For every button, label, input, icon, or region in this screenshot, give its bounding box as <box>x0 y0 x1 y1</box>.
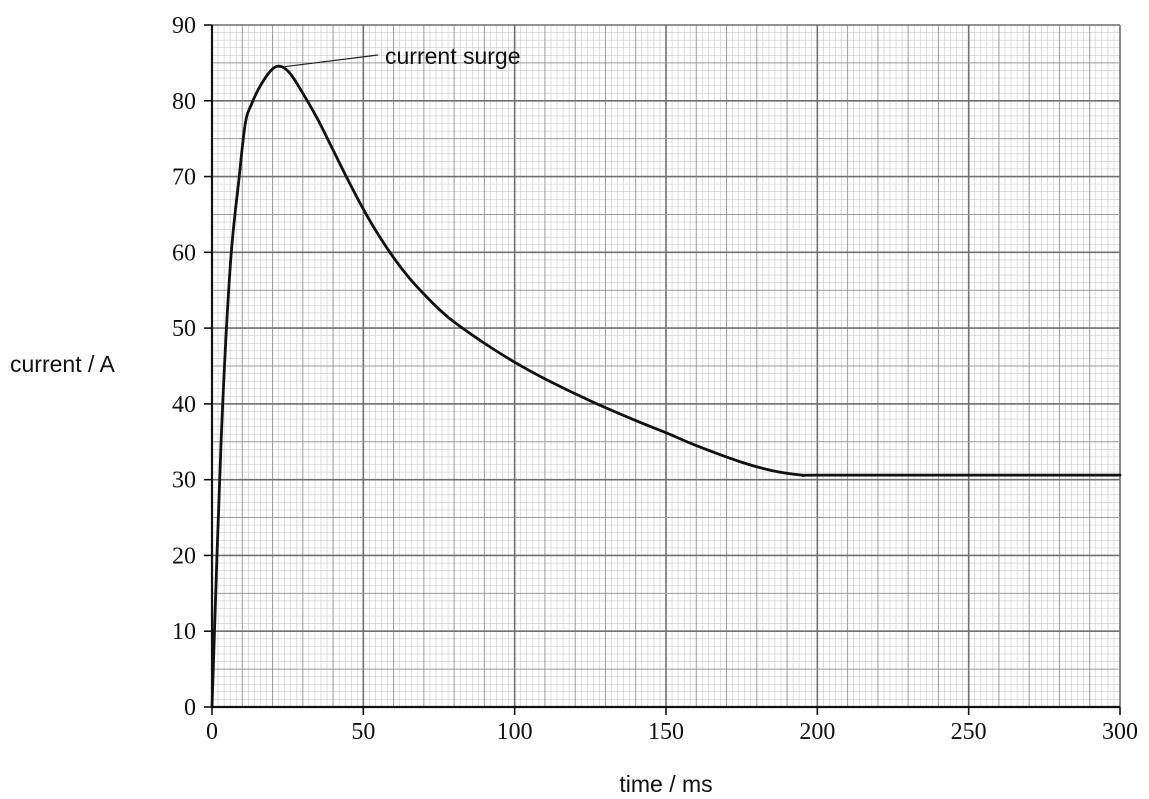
y-tick-label: 0 <box>184 695 196 721</box>
y-axis-label: current / A <box>10 351 115 377</box>
x-tick-label: 200 <box>799 719 835 745</box>
x-tick-label: 300 <box>1102 719 1138 745</box>
annotation-current-surge: current surge <box>385 43 521 69</box>
x-tick-label: 250 <box>951 719 987 745</box>
y-tick-labels: 0 10 20 30 40 50 60 70 80 90 <box>172 13 196 721</box>
y-tick-label: 50 <box>172 316 196 342</box>
y-tick-label: 90 <box>172 13 196 39</box>
series-layer <box>210 64 1122 709</box>
y-tick-label: 70 <box>172 165 196 191</box>
x-axis-label: time / ms <box>619 771 712 797</box>
x-tick-label: 0 <box>206 719 218 745</box>
y-tick-label: 60 <box>172 240 196 266</box>
y-tick-label: 10 <box>172 619 196 645</box>
y-tick-label: 20 <box>172 543 196 569</box>
x-tick-label: 150 <box>648 719 684 745</box>
major-gridlines <box>211 24 1121 708</box>
x-tick-label: 50 <box>351 719 375 745</box>
y-tick-label: 40 <box>172 392 196 418</box>
y-tick-label: 30 <box>172 468 196 494</box>
x-tick-label: 100 <box>497 719 533 745</box>
annotation-leader-line <box>284 54 379 68</box>
x-tick-labels: 0 50 100 150 200 250 300 <box>206 719 1138 745</box>
annotation-layer: current surge <box>284 43 521 69</box>
current-series-line <box>210 64 1122 709</box>
axes <box>204 24 1121 715</box>
y-tick-label: 80 <box>172 89 196 115</box>
